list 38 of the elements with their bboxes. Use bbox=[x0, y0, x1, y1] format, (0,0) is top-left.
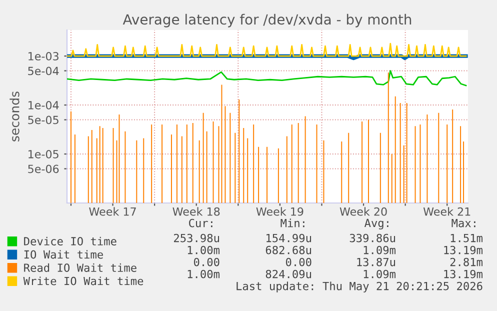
y-tick-label: 1e-04 bbox=[28, 101, 59, 110]
legend-label: Device IO time bbox=[24, 236, 116, 246]
y-axis-title: seconds bbox=[10, 92, 20, 142]
text: 2.81m bbox=[450, 258, 482, 266]
y-tick-label: 1e-05 bbox=[28, 150, 58, 158]
y-tick-label: 1e-03 bbox=[28, 52, 58, 60]
legend-label: Read IO Wait time bbox=[24, 263, 136, 272]
x-tick-label: Week 17 bbox=[89, 207, 136, 216]
text: 0.00 bbox=[286, 258, 312, 266]
legend-label: Write IO Wait time bbox=[23, 276, 144, 286]
text: Avg: bbox=[364, 218, 388, 230]
y-tick-label: 5e-04 bbox=[28, 66, 59, 76]
chart-title: Average latency for /dev/xvda - by month bbox=[122, 14, 412, 28]
text: Max: bbox=[452, 218, 476, 228]
text: 13.87u bbox=[357, 258, 396, 266]
text: Last update: Thu May 21 20:21:25 2026 bbox=[236, 282, 482, 292]
text: 0.00 bbox=[194, 258, 220, 266]
text: 154.99u bbox=[266, 234, 312, 242]
x-tick-label: Week 18 bbox=[172, 207, 220, 216]
x-tick-label: Week 19 bbox=[256, 207, 304, 216]
text: 1.09m bbox=[364, 270, 396, 278]
y-tick-label: 5e-06 bbox=[28, 164, 59, 174]
text: 824.09u bbox=[266, 270, 312, 278]
text: Min: bbox=[280, 218, 304, 228]
x-tick-label: Week 20 bbox=[340, 207, 387, 216]
x-tick-label: Week 21 bbox=[423, 207, 470, 216]
text: 253.98u bbox=[174, 234, 220, 242]
text: 1.51m bbox=[450, 234, 482, 242]
text: 1.00m bbox=[188, 270, 220, 278]
text: 682.68u bbox=[266, 246, 312, 254]
legend-label: IO Wait time bbox=[24, 250, 103, 259]
text: 13.19m bbox=[444, 270, 482, 278]
text: 1.09m bbox=[364, 246, 396, 254]
text: 13.19m bbox=[444, 246, 482, 254]
text: Cur: bbox=[189, 218, 212, 228]
y-tick-label: 5e-05 bbox=[28, 116, 58, 124]
text: 339.86u bbox=[350, 234, 396, 242]
text: 1.00m bbox=[188, 246, 220, 254]
